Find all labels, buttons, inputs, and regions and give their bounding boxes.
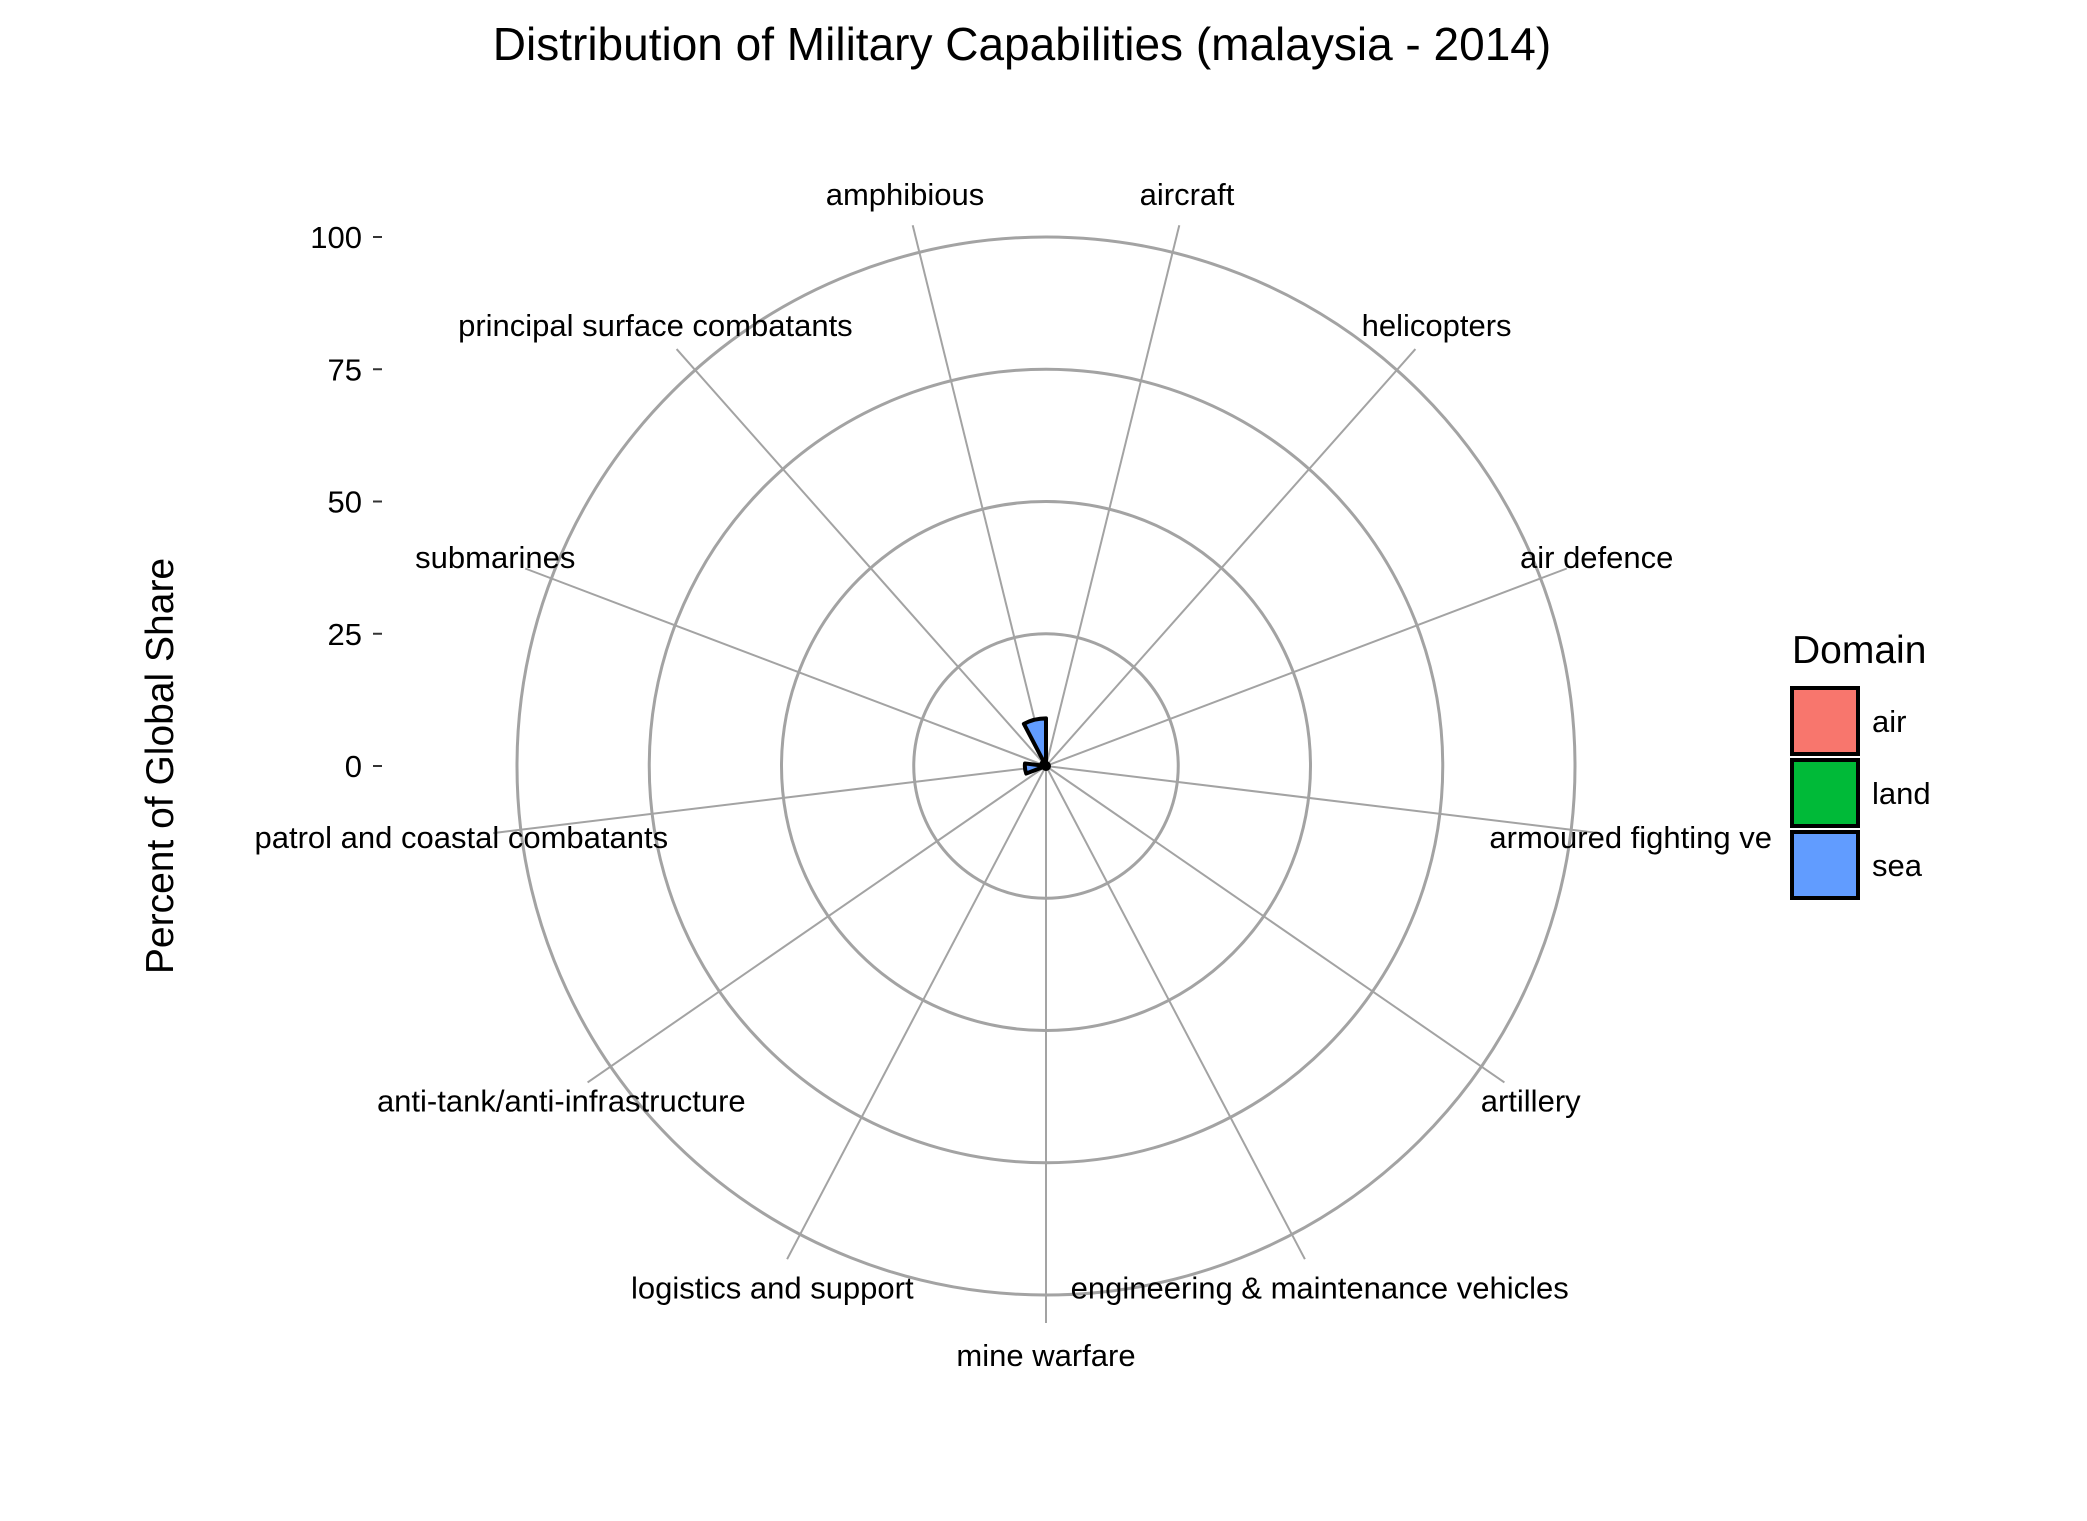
category-label: anti-tank/anti-infrastructure	[377, 1084, 746, 1119]
y-tick-label: 75	[328, 352, 362, 387]
y-axis-label: Percent of Global Share	[139, 558, 182, 974]
y-tick-label: 100	[310, 220, 362, 255]
category-label: artillery	[1481, 1084, 1581, 1119]
center-point	[1041, 761, 1051, 771]
y-tick-label: 25	[328, 617, 362, 652]
grid-spoke	[675, 348, 1047, 767]
category-label: submarines	[415, 540, 575, 575]
legend-label-land: land	[1872, 776, 1931, 811]
legend: Domain air land sea	[1790, 629, 1931, 900]
grid-spoke	[786, 765, 1047, 1260]
grid-spoke	[1045, 765, 1505, 1084]
category-label: air defence	[1520, 540, 1673, 575]
grid-spoke	[1045, 224, 1181, 767]
legend-swatch-sea	[1790, 830, 1860, 900]
category-label: engineering & maintenance vehicles	[1071, 1271, 1569, 1306]
grid-spoke	[1045, 765, 1306, 1260]
polar-grid	[492, 224, 1600, 1323]
category-labels: aircraft helicopters air defence armoured f…	[255, 177, 1773, 1373]
category-label: principal surface combatants	[458, 308, 853, 343]
grid-spoke	[1045, 567, 1568, 767]
grid-spoke	[587, 765, 1047, 1084]
legend-swatch-land	[1790, 758, 1860, 828]
y-tick-label: 0	[345, 749, 362, 784]
chart-title: Distribution of Military Capabilities (m…	[493, 18, 1551, 70]
category-label: helicopters	[1362, 308, 1512, 343]
grid-spoke	[524, 567, 1047, 767]
legend-swatch-air	[1790, 686, 1860, 756]
y-axis: 0 25 50 75 100	[310, 220, 382, 784]
grid-spoke	[1045, 348, 1417, 767]
category-label: aircraft	[1140, 177, 1235, 212]
grid-spoke	[1045, 765, 1600, 835]
legend-label-air: air	[1872, 704, 1906, 739]
bar	[1022, 761, 1048, 776]
y-tick-label: 50	[328, 485, 362, 520]
grid-spoke	[492, 765, 1047, 835]
category-label: logistics and support	[631, 1271, 914, 1306]
bars	[1021, 716, 1051, 776]
bar	[1021, 716, 1048, 768]
category-label: patrol and coastal combatants	[255, 820, 669, 855]
category-label: mine warfare	[956, 1338, 1135, 1373]
category-label: armoured fighting ve	[1489, 820, 1772, 855]
legend-title: Domain	[1792, 629, 1926, 672]
legend-label-sea: sea	[1872, 848, 1923, 883]
category-label: amphibious	[826, 177, 985, 212]
grid-spoke	[911, 224, 1047, 767]
